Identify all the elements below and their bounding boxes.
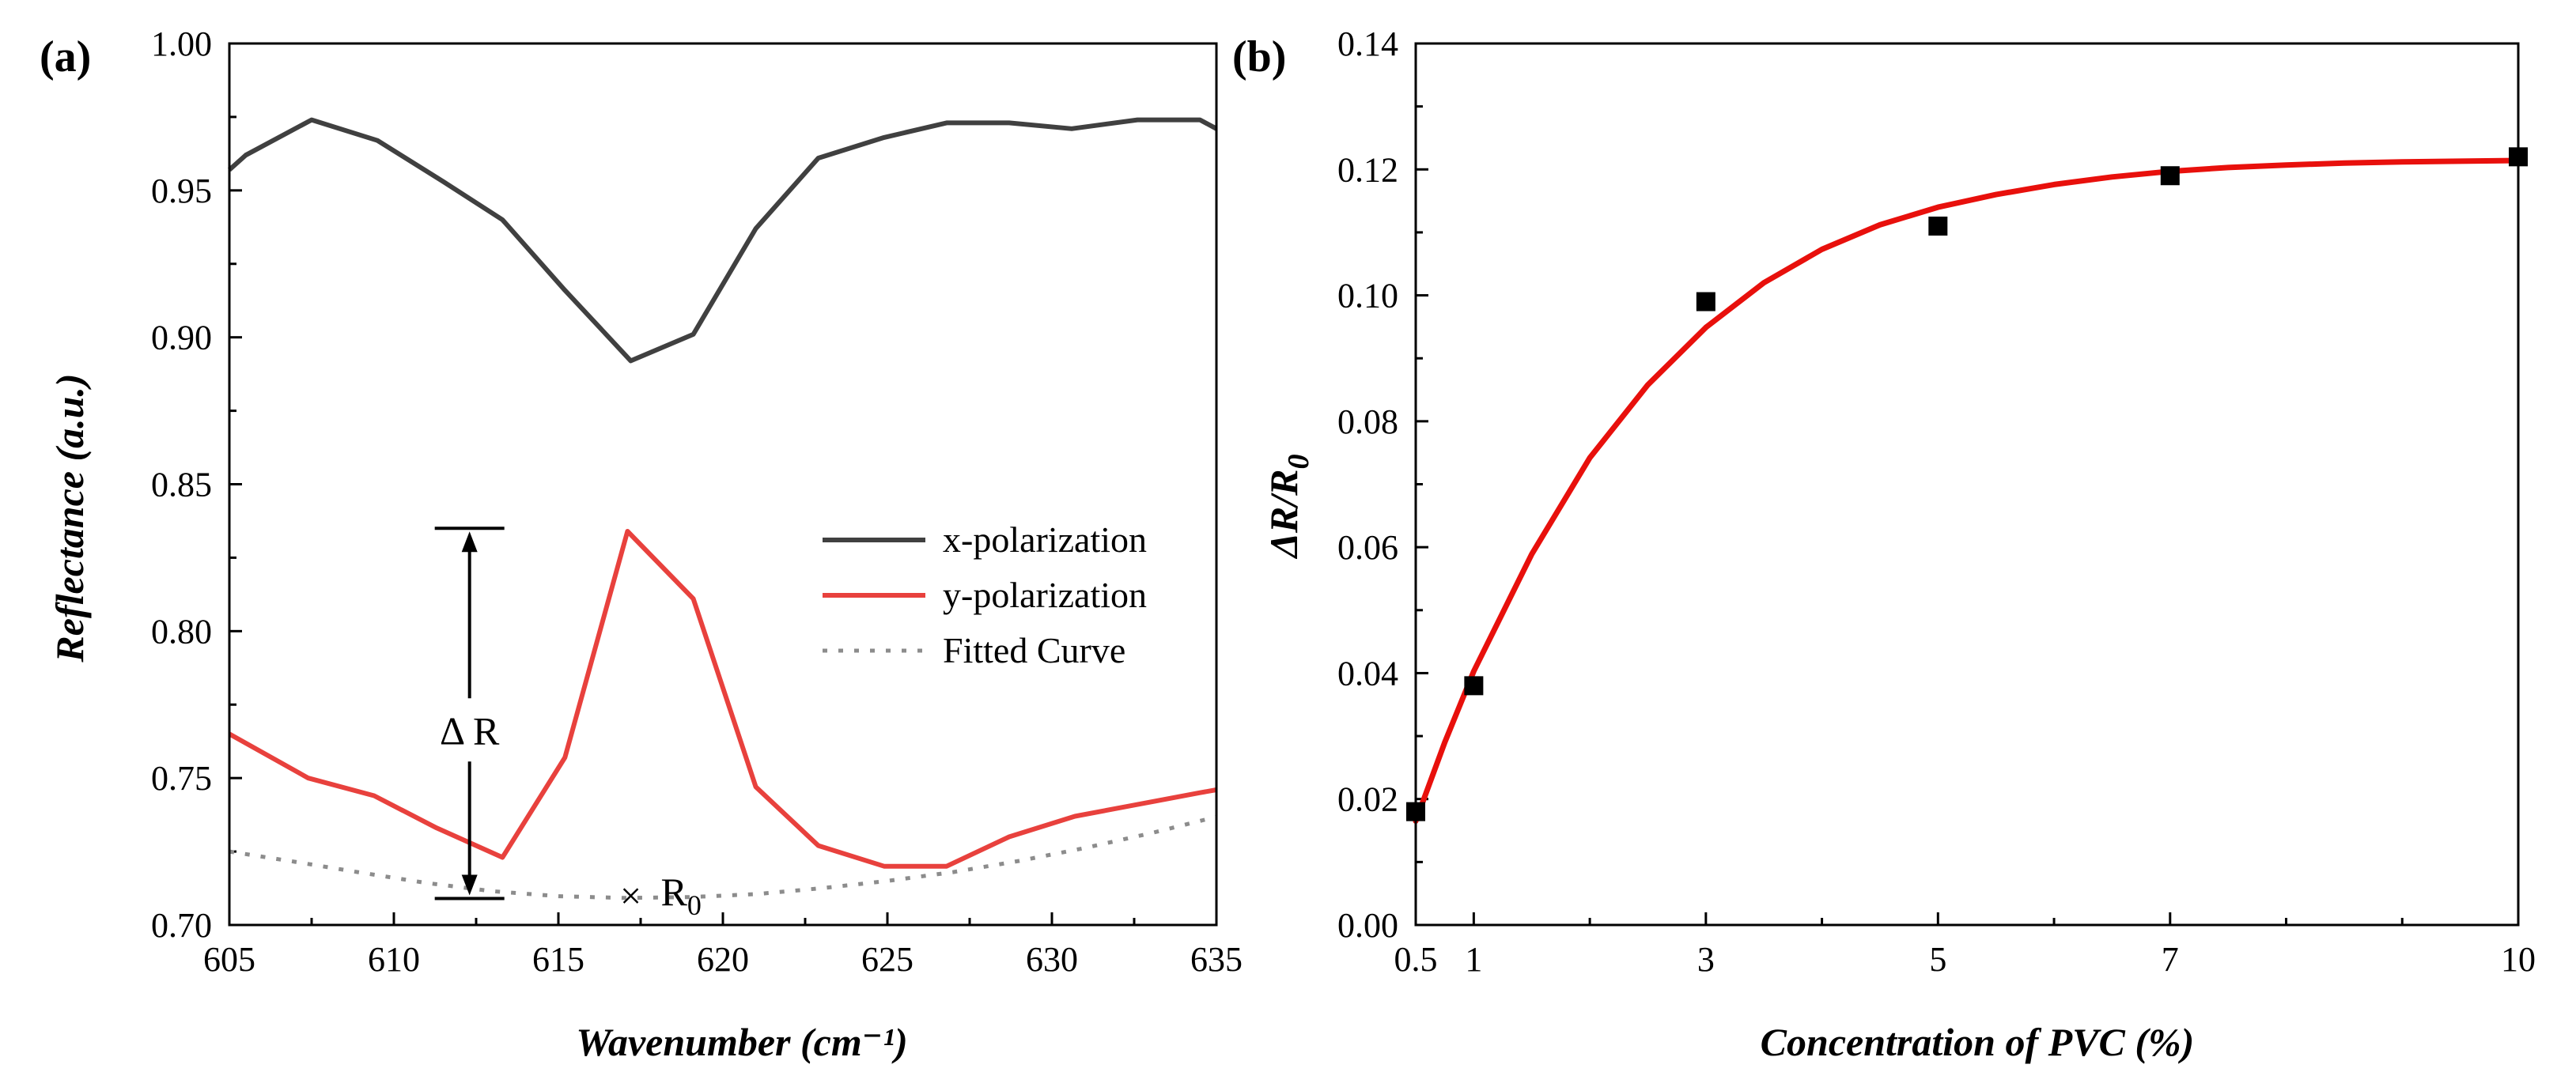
x-tick-label: 635 bbox=[1190, 940, 1243, 979]
y-tick-label: 0.00 bbox=[1337, 906, 1398, 945]
r0-label-sub: 0 bbox=[687, 889, 702, 921]
x-tick-label: 7 bbox=[2162, 940, 2179, 979]
panel-a-x-axis-title: Wavenumber (cm⁻¹) bbox=[576, 1020, 908, 1064]
x-tick-label: 625 bbox=[861, 940, 914, 979]
x-tick-label: 620 bbox=[697, 940, 749, 979]
series-line-x-polarization bbox=[228, 117, 1218, 364]
fit-curve bbox=[1413, 157, 2521, 825]
panel-b-x-axis-title: Concentration of PVC (%) bbox=[1761, 1020, 2195, 1064]
y-tick-label: 0.75 bbox=[151, 759, 212, 798]
panel-b-tick-labels: 0.5 1 3 5 7 10 0.00 0.02 0.04 0.06 0.08 0.10 0.12 0.1… bbox=[1337, 25, 2536, 979]
y-tick-label: 0.90 bbox=[151, 319, 212, 357]
data-point bbox=[1696, 292, 1715, 311]
panel-b: (b) 0.5 1 3 5 7 10 0.00 0.02 0.04 0.06 0.08 0.10 0.1… bbox=[1232, 25, 2536, 1064]
y-tick-label: 0.04 bbox=[1337, 654, 1398, 693]
x-tick-label: 5 bbox=[1929, 940, 1946, 979]
panel-a-legend: x-polarization y-polarization Fitted Curve bbox=[823, 519, 1147, 670]
y-tick-label: 1.00 bbox=[151, 25, 212, 63]
y-tick-label: 0.02 bbox=[1337, 780, 1398, 819]
panel-a-label: (a) bbox=[40, 32, 91, 81]
panel-b-series bbox=[1406, 147, 2528, 825]
panel-a-series bbox=[228, 117, 1218, 900]
delta-r-arrowhead-up bbox=[461, 531, 478, 553]
x-tick-label: 610 bbox=[368, 940, 420, 979]
legend-label: Fitted Curve bbox=[943, 630, 1125, 670]
panel-b-ticks bbox=[1414, 42, 2520, 927]
panel-b-y-axis-title-sub: 0 bbox=[1282, 455, 1315, 470]
y-tick-label: 0.70 bbox=[151, 906, 212, 945]
data-point bbox=[1464, 676, 1484, 696]
x-tick-label: 10 bbox=[2501, 940, 2536, 979]
data-point bbox=[2160, 166, 2180, 186]
panel-b-frame bbox=[1414, 42, 2520, 927]
y-tick-label: 0.95 bbox=[151, 172, 212, 210]
panel-b-label: (b) bbox=[1232, 32, 1286, 81]
panel-a-annotations: Δ R × R0 bbox=[434, 527, 702, 921]
r0-label: R0 bbox=[661, 870, 702, 921]
panel-a-y-axis-title: Reflectance (a.u.) bbox=[47, 373, 92, 663]
panel-b-y-axis-title: ΔR/R0 bbox=[1262, 455, 1315, 560]
legend-label: y-polarization bbox=[943, 575, 1147, 615]
r0-marker: × bbox=[620, 875, 641, 917]
y-tick-label: 0.12 bbox=[1337, 150, 1398, 189]
x-tick-label: 3 bbox=[1697, 940, 1715, 979]
panel-b-y-axis-title-main: ΔR/R bbox=[1262, 470, 1306, 560]
y-tick-label: 0.14 bbox=[1337, 25, 1398, 63]
x-tick-label: 615 bbox=[532, 940, 584, 979]
y-tick-label: 0.10 bbox=[1337, 277, 1398, 315]
r0-label-main: R bbox=[661, 870, 688, 914]
x-tick-label: 1 bbox=[1465, 940, 1482, 979]
x-tick-label: 0.5 bbox=[1394, 940, 1438, 979]
y-tick-label: 0.08 bbox=[1337, 402, 1398, 441]
delta-r-label: Δ R bbox=[440, 708, 500, 753]
panel-a: (a) Δ R × R0 605 610 615 620 625 630 635 0.70 0.75… bbox=[40, 25, 1243, 1064]
x-tick-label: 605 bbox=[203, 940, 255, 979]
series-line-y-polarization bbox=[228, 529, 1217, 869]
x-tick-label: 630 bbox=[1026, 940, 1078, 979]
y-tick-label: 0.80 bbox=[151, 612, 212, 651]
panel-a-tick-labels: 605 610 615 620 625 630 635 0.70 0.75 0.80 0.85 0.9… bbox=[151, 25, 1243, 979]
panel-a-frame bbox=[228, 42, 1218, 927]
y-tick-label: 0.85 bbox=[151, 466, 212, 504]
delta-r-arrowhead-down bbox=[461, 874, 478, 896]
data-point bbox=[1928, 216, 1948, 236]
legend-label: x-polarization bbox=[943, 519, 1147, 560]
y-tick-label: 0.06 bbox=[1337, 528, 1398, 567]
